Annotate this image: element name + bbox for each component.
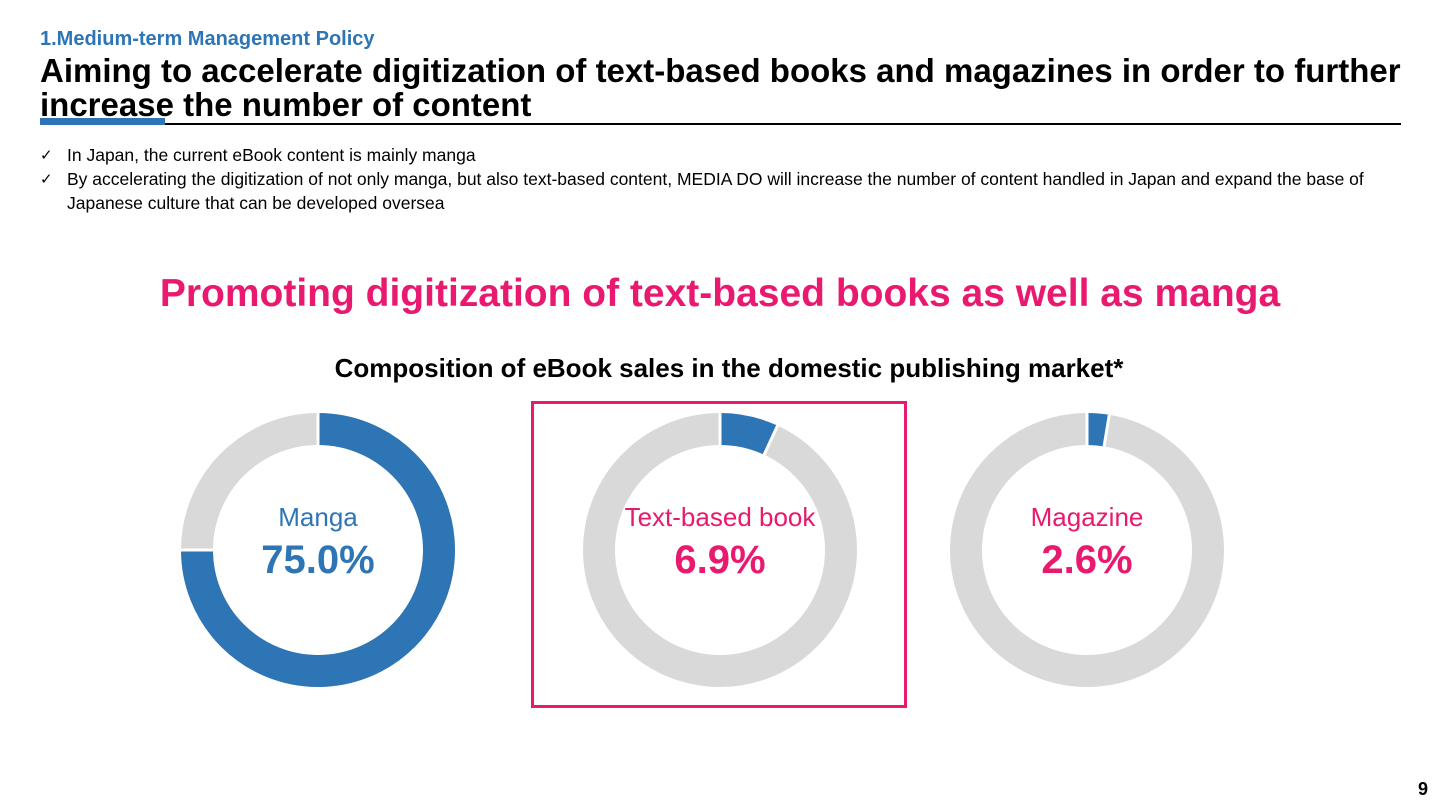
chart-title: Composition of eBook sales in the domest… (334, 353, 1124, 383)
donut-svg (583, 413, 857, 687)
donut-svg (181, 413, 455, 687)
bullet-text: In Japan, the current eBook content is m… (67, 145, 476, 165)
bullet-item: ✓ By accelerating the digitization of no… (40, 167, 1390, 215)
title-accent-bar (40, 118, 165, 125)
slice-value: 75.0% (261, 538, 375, 582)
donut-chart-manga: Manga 75.0% (178, 410, 458, 690)
slice-label: Magazine (1030, 502, 1144, 532)
slice-separator (762, 425, 779, 456)
bullet-text: By accelerating the digitization of not … (67, 169, 1364, 213)
checkmark-icon: ✓ (40, 146, 53, 164)
slice-value: 6.9% (674, 538, 766, 582)
headline: Promoting digitization of text-based boo… (159, 272, 1281, 315)
slice-label: Text-based book (624, 502, 816, 532)
page-number: 9 (1417, 779, 1428, 799)
donut-slice (719, 413, 778, 455)
title-underline (40, 123, 1401, 125)
slice-separator (1102, 414, 1111, 447)
slice-label: Manga (278, 502, 358, 532)
bullet-item: ✓ In Japan, the current eBook content is… (40, 143, 1390, 167)
checkmark-icon: ✓ (40, 170, 53, 188)
donut-slice (1086, 413, 1110, 447)
page-title: Aiming to accelerate digitization of tex… (40, 52, 1401, 123)
donut-svg (950, 413, 1224, 687)
donut-chart-text-based-book: Text-based book 6.9% (580, 410, 860, 690)
donut-chart-magazine: Magazine 2.6% (947, 410, 1227, 690)
bullet-list: ✓ In Japan, the current eBook content is… (40, 143, 1390, 215)
donut-slice (181, 413, 455, 687)
section-label: 1.Medium-term Management Policy (40, 28, 375, 50)
slice-value: 2.6% (1041, 538, 1133, 582)
highlight-box (531, 401, 907, 708)
